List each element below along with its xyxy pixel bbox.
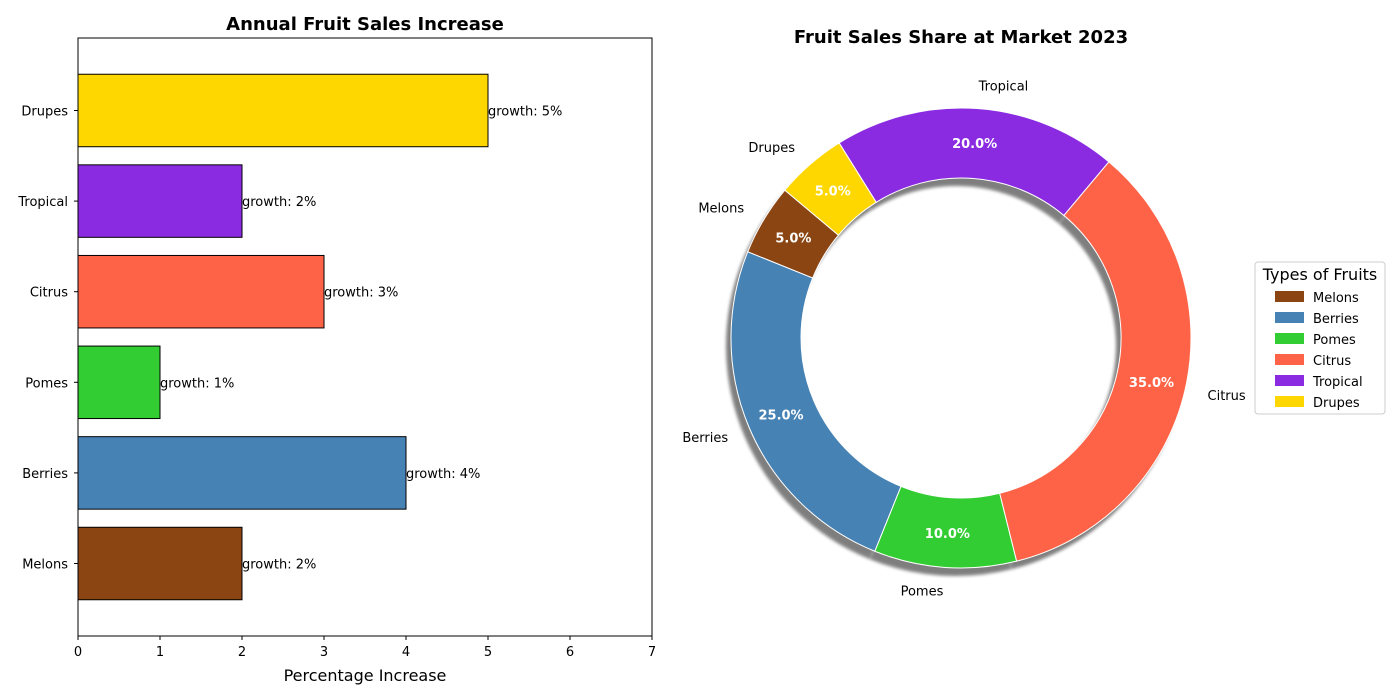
x-tick-label: 2: [238, 645, 246, 660]
legend-swatch-citrus: [1275, 354, 1304, 365]
donut-category-label-pomes: Pomes: [901, 584, 944, 599]
bar-citrus: [77, 254, 325, 329]
donut-category-label-tropical: Tropical: [978, 80, 1029, 95]
donut-category-label-citrus: Citrus: [1208, 389, 1246, 404]
bar-chart-title: Annual Fruit Sales Increase: [226, 14, 504, 35]
bar-value-label-citrus: growth: 3%: [324, 286, 398, 301]
bar-x-axis-label: Percentage Increase: [284, 666, 447, 685]
legend-swatch-tropical: [1275, 375, 1304, 386]
bar-melons: [77, 526, 243, 601]
bar-value-label-drupes: growth: 5%: [488, 104, 562, 119]
donut-slice-drupes: [784, 142, 877, 236]
legend-label-citrus: Citrus: [1313, 354, 1351, 369]
x-tick-label: 7: [648, 645, 656, 660]
bar-tropical: [77, 164, 243, 238]
legend-label-berries: Berries: [1313, 312, 1359, 327]
donut-pct-label-pomes: 10.0%: [925, 527, 970, 542]
donut-slice-tropical: [838, 107, 1110, 217]
donut-pct-label-citrus: 35.0%: [1129, 376, 1174, 391]
x-tick-label: 0: [74, 645, 82, 660]
y-tick-label-melons: Melons: [22, 558, 68, 573]
bar-chart: Annual Fruit Sales Increase growth: 2%gr…: [17, 14, 656, 685]
x-tick-label: 5: [484, 645, 492, 660]
bar-value-label-berries: growth: 4%: [406, 467, 480, 482]
y-tick-label-pomes: Pomes: [25, 376, 68, 391]
donut-labels: 5.0% Melons 25.0% Berries 10.0% Pomes 35.0% Cit…: [682, 80, 1246, 600]
bar-drupes: [77, 73, 489, 148]
legend-label-melons: Melons: [1313, 291, 1359, 306]
bar-axes: Melons Berries Pomes Citrus Tropical Drupes 0 1…: [17, 104, 656, 660]
legend-swatch-melons: [1275, 291, 1304, 302]
donut-chart-title: Fruit Sales Share at Market 2023: [794, 27, 1128, 48]
donut-pct-label-melons: 5.0%: [775, 231, 811, 246]
bar-plot-frame: [77, 37, 653, 637]
bar-value-label-tropical: growth: 2%: [242, 195, 316, 210]
bar-value-label-melons: growth: 2%: [242, 558, 316, 573]
bar-pomes: [77, 345, 161, 420]
donut-marks: [730, 107, 1192, 569]
bar-marks: growth: 2% growth: 4% growth: 1% growth: 3%…: [77, 73, 562, 601]
x-tick-label: 1: [156, 645, 164, 660]
donut-chart: Fruit Sales Share at Market 2023 5.0% Mel…: [682, 27, 1246, 599]
donut-category-label-drupes: Drupes: [748, 141, 795, 156]
y-tick-label-tropical: Tropical: [17, 195, 68, 210]
donut-category-label-berries: Berries: [682, 431, 728, 446]
donut-pct-label-tropical: 20.0%: [952, 137, 997, 152]
legend-items: Melons Berries Pomes Citrus Tropical Drupes: [1275, 291, 1363, 411]
x-tick-label: 6: [566, 645, 574, 660]
legend-swatch-pomes: [1275, 333, 1304, 344]
donut-category-label-melons: Melons: [698, 202, 744, 217]
bar-value-label-pomes: growth: 1%: [160, 376, 234, 391]
donut-pct-label-berries: 25.0%: [758, 408, 803, 423]
legend-swatch-berries: [1275, 312, 1304, 323]
y-tick-label-drupes: Drupes: [21, 104, 68, 119]
legend-label-drupes: Drupes: [1313, 396, 1360, 411]
y-tick-label-berries: Berries: [22, 467, 68, 482]
y-tick-label-citrus: Citrus: [30, 286, 68, 301]
donut-pct-label-drupes: 5.0%: [815, 184, 851, 199]
legend-label-tropical: Tropical: [1312, 375, 1363, 390]
donut-slice-berries: [730, 251, 902, 552]
donut-slice-citrus: [999, 161, 1192, 562]
legend-title: Types of Fruits: [1262, 265, 1378, 284]
bar-berries: [77, 436, 407, 510]
legend-swatch-drupes: [1275, 396, 1304, 407]
legend-label-pomes: Pomes: [1313, 333, 1356, 348]
legend: Types of Fruits Melons Berries Pomes Citrus…: [1254, 261, 1386, 415]
x-tick-label: 4: [402, 645, 410, 660]
x-tick-label: 3: [320, 645, 328, 660]
